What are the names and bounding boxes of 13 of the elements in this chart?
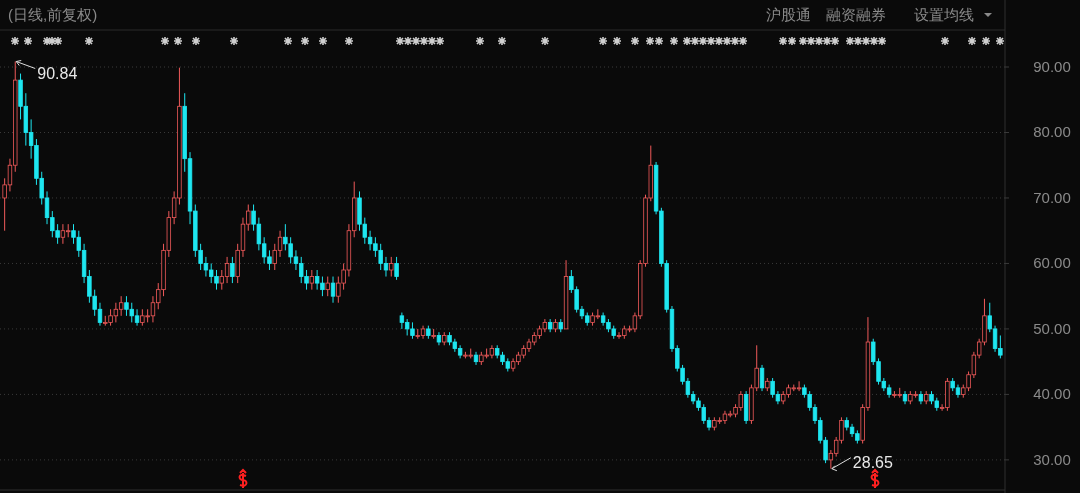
y-tick-label: 40.00 xyxy=(1033,385,1071,403)
y-tick-label: 70.00 xyxy=(1033,188,1071,206)
annotation: 28.65 xyxy=(852,453,894,471)
text: 沪股通 xyxy=(765,6,811,23)
chart-title: (日线,前复权) xyxy=(8,6,98,23)
y-tick-label: 80.00 xyxy=(1033,123,1071,141)
text: 设置均线 xyxy=(914,6,974,23)
y-tick-label: 50.00 xyxy=(1033,319,1071,337)
y-tick-label: 60.00 xyxy=(1033,254,1071,272)
y-tick-label: 90.00 xyxy=(1033,58,1071,76)
annotation: 90.84 xyxy=(37,64,78,82)
text: 融资融券 xyxy=(826,6,886,23)
y-tick-label: 30.00 xyxy=(1033,450,1071,468)
